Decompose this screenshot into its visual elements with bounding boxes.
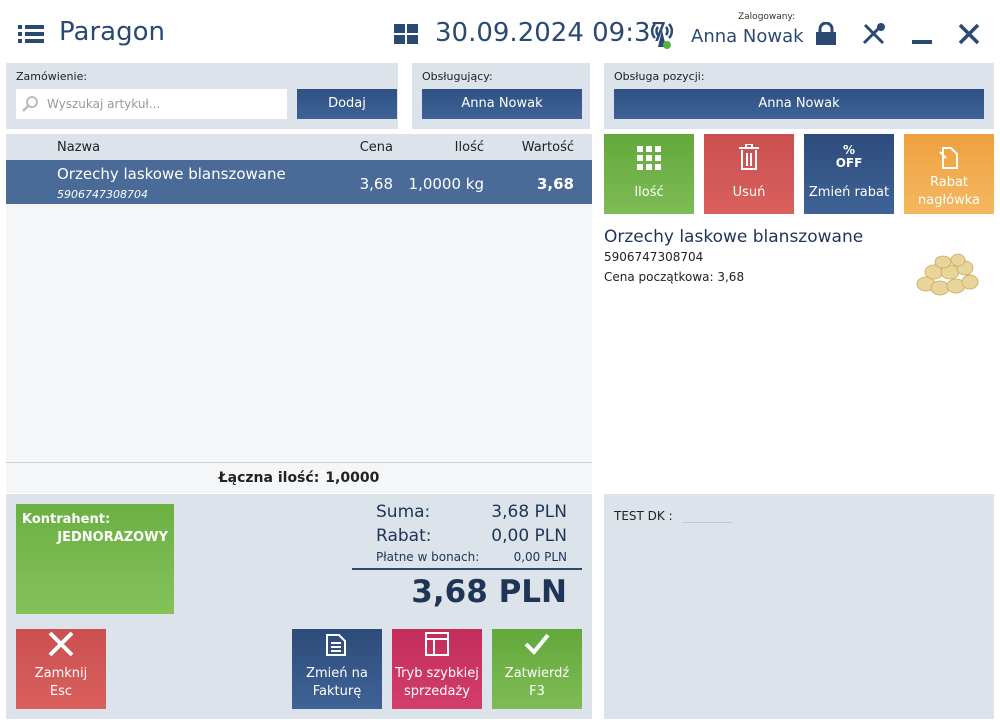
datetime: 30.09.2024 09:37 [435,18,668,48]
change-discount-button[interactable]: % OFF Zmień rabat [804,134,894,214]
x-icon [48,631,74,657]
order-label: Zamówienie: [16,70,88,83]
close-button[interactable] [958,23,980,45]
search-input[interactable] [16,89,287,119]
add-button[interactable]: Dodaj [297,89,397,119]
sum-value: 3,68 PLN [491,502,567,522]
detail-code: 5906747308704 [604,250,704,264]
item-service-label: Obsługa pozycji: [614,70,705,83]
trash-icon [739,144,759,170]
column-header: Nazwa [57,140,101,155]
served-by-label: Obsługujący: [422,70,493,83]
vouchers-label: Płatne w bonach: [376,550,480,564]
user-name: Anna Nowak [691,26,804,47]
grid-icon [637,146,661,170]
check-icon [524,633,550,655]
item-value: 3,68 [536,175,574,193]
total-quantity: Łączna ilość: 1,0000 [6,462,592,493]
connection-icon [650,23,674,49]
column-header: Ilość [454,140,484,155]
quick-sale-button[interactable]: Tryb szybkiej sprzedaży [392,629,482,709]
logged-in-label: Zalogowany: [738,12,796,22]
discount-value: 0,00 PLN [491,526,567,546]
separator [352,568,582,570]
menu-icon[interactable] [18,24,44,44]
windows-icon[interactable] [394,24,420,46]
quantity-button[interactable]: Ilość [604,134,694,214]
product-image [916,253,979,296]
customer-label: Kontrahent: [22,512,111,527]
icon-text: OFF [835,156,863,170]
vouchers-value: 0,00 PLN [513,550,567,564]
layout-icon [425,632,449,656]
button-label: Esc [49,684,73,699]
close-receipt-button[interactable]: Zamknij Esc [16,629,106,709]
button-label: Ilość [634,185,664,200]
item-quantity: 1,0000 kg [408,175,484,193]
app-title: Paragon [59,17,165,47]
test-dk-field [682,522,732,523]
button-label: nagłówka [917,193,980,208]
item-price: 3,68 [359,175,393,193]
discount-label: Rabat: [376,526,432,546]
off-icon: % OFF [836,144,863,170]
column-header: Wartość [521,140,574,155]
confirm-button[interactable]: Zatwierdź F3 [492,629,582,709]
icon-text: % [842,143,855,157]
button-label: F3 [529,684,545,699]
total-quantity-label: Łączna ilość: [218,470,320,486]
initial-price-value: 3,68 [717,270,745,284]
total-quantity-value: 1,0000 [325,470,380,486]
button-label: Zamknij [34,666,88,681]
detail-initial-price: Cena początkowa: 3,68 [604,270,744,284]
lock-icon[interactable] [814,22,838,46]
invoice-button[interactable]: Zmień na Fakturę [292,629,382,709]
button-label: Fakturę [312,684,362,699]
test-dk-label: TEST DK : [614,509,673,523]
detail-name: Orzechy laskowe blanszowane [604,227,864,247]
button-label: Rabat [929,175,969,190]
total-value: 3,68 PLN [411,574,567,610]
search-icon [22,96,38,112]
item-code: 5906747308704 [57,188,148,201]
button-label: Zmień rabat [808,185,890,200]
tools-icon[interactable] [861,22,887,46]
button-label: Zatwierdź [504,666,570,681]
button-label: Usuń [732,185,766,200]
tag-icon [939,147,958,169]
initial-price-label: Cena początkowa: [604,270,714,284]
button-label: Zmień na [306,666,368,681]
table-header [6,134,592,160]
item-name: Orzechy laskowe blanszowane [57,165,286,183]
served-by-button[interactable]: Anna Nowak [422,89,582,119]
search-placeholder: Wyszukaj artykuł... [47,97,161,111]
sum-label: Suma: [376,502,431,522]
column-header: Cena [359,140,393,155]
info-panel [604,494,994,719]
table-row[interactable] [6,160,592,204]
button-label: Tryb szybkiej [395,666,479,681]
minimize-button[interactable] [912,40,932,44]
button-label: sprzedaży [404,684,470,699]
customer-value: JEDNORAZOWY [57,530,168,545]
item-service-button[interactable]: Anna Nowak [614,89,984,119]
header-discount-button[interactable]: Rabat nagłówka [904,134,994,214]
customer-button[interactable]: Kontrahent: JEDNORAZOWY [16,504,174,614]
delete-button[interactable]: Usuń [704,134,794,214]
document-icon [326,634,346,656]
